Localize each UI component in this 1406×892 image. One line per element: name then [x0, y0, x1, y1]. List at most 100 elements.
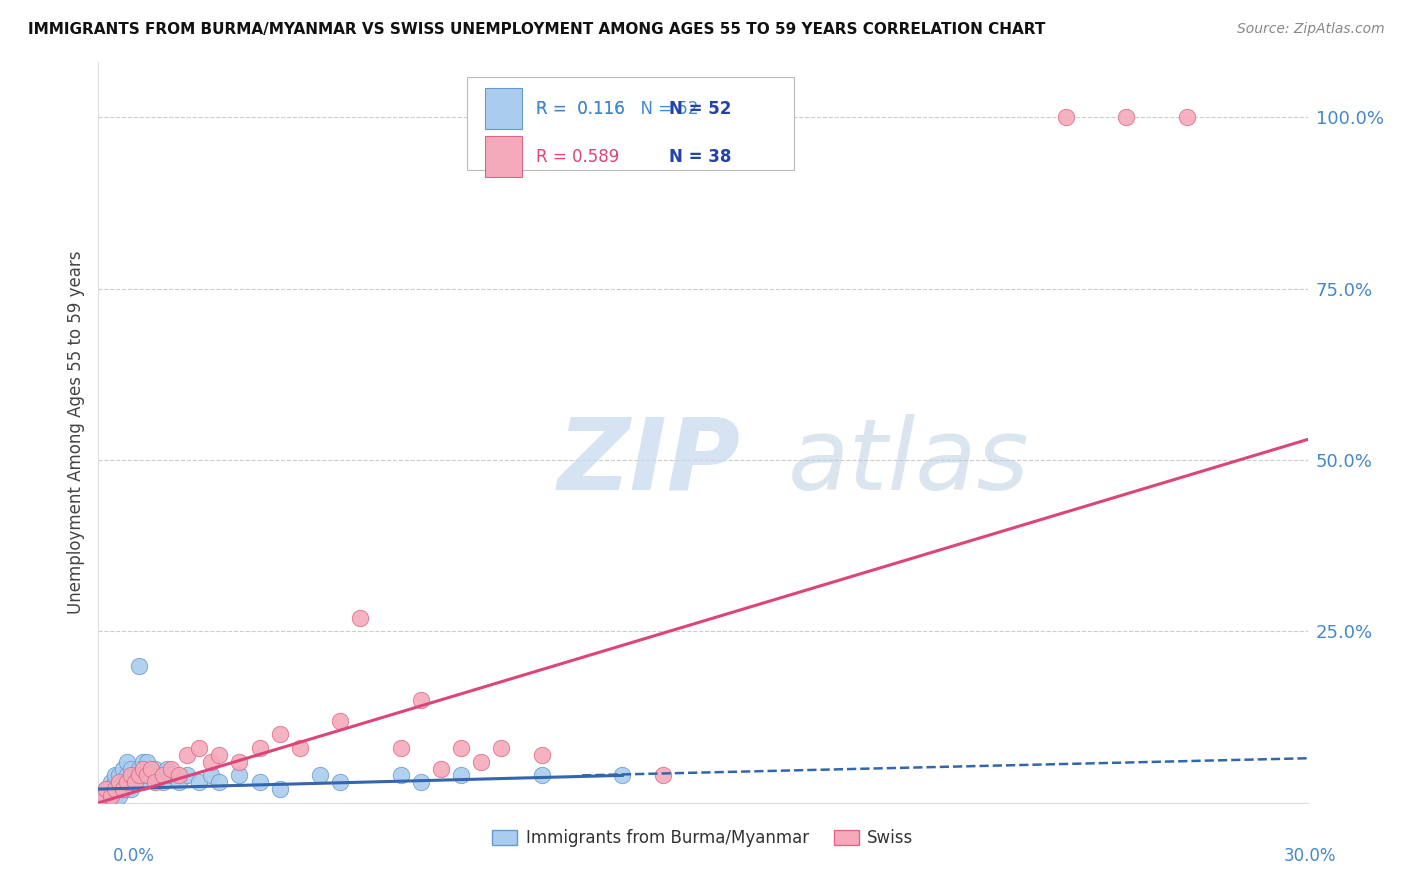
- Point: [152, 768, 174, 782]
- Point: [176, 768, 198, 782]
- Point: [135, 755, 157, 769]
- Point: [100, 775, 122, 789]
- Point: [188, 775, 211, 789]
- Point: [124, 768, 146, 782]
- Point: [160, 762, 183, 776]
- Point: [132, 775, 155, 789]
- Point: [143, 775, 166, 789]
- Point: [96, 782, 118, 797]
- Point: [228, 755, 250, 769]
- Point: [124, 775, 146, 789]
- Text: R =  0.116: R = 0.116: [536, 100, 624, 118]
- Point: [148, 768, 170, 782]
- Text: 0.0%: 0.0%: [112, 847, 155, 865]
- Point: [120, 762, 142, 776]
- Text: Source: ZipAtlas.com: Source: ZipAtlas.com: [1237, 22, 1385, 37]
- Point: [115, 775, 138, 789]
- Point: [409, 775, 432, 789]
- Point: [128, 762, 150, 776]
- Text: N = 38: N = 38: [669, 148, 731, 166]
- Point: [107, 768, 129, 782]
- Point: [103, 782, 125, 797]
- Point: [530, 768, 553, 782]
- Point: [132, 755, 155, 769]
- Point: [120, 775, 142, 789]
- Point: [139, 768, 162, 782]
- Text: N = 52: N = 52: [669, 100, 731, 118]
- Point: [128, 768, 150, 782]
- Point: [249, 775, 271, 789]
- Point: [103, 775, 125, 789]
- Text: ZIP: ZIP: [558, 414, 741, 511]
- Point: [100, 782, 122, 797]
- Point: [1054, 110, 1077, 124]
- Point: [349, 610, 371, 624]
- Point: [91, 789, 114, 803]
- Point: [107, 775, 129, 789]
- Point: [200, 768, 222, 782]
- FancyBboxPatch shape: [485, 136, 522, 178]
- FancyBboxPatch shape: [485, 88, 522, 129]
- Point: [100, 789, 122, 803]
- Text: atlas: atlas: [787, 414, 1029, 511]
- Point: [152, 775, 174, 789]
- Point: [96, 782, 118, 797]
- Point: [530, 747, 553, 762]
- Point: [107, 782, 129, 797]
- Point: [208, 775, 231, 789]
- Text: 30.0%: 30.0%: [1284, 847, 1336, 865]
- Point: [115, 768, 138, 782]
- Point: [612, 768, 634, 782]
- Point: [103, 782, 125, 797]
- Point: [103, 768, 125, 782]
- Point: [176, 747, 198, 762]
- Text: R =  0.116   N = 52: R = 0.116 N = 52: [536, 100, 699, 118]
- Point: [1115, 110, 1137, 124]
- Point: [128, 658, 150, 673]
- Point: [156, 762, 179, 776]
- Point: [111, 782, 134, 797]
- Point: [96, 789, 118, 803]
- Point: [329, 775, 352, 789]
- Point: [128, 775, 150, 789]
- Point: [450, 741, 472, 756]
- Point: [288, 741, 311, 756]
- Point: [249, 741, 271, 756]
- Text: R = 0.589: R = 0.589: [536, 148, 620, 166]
- Point: [167, 775, 190, 789]
- Point: [470, 755, 492, 769]
- Point: [115, 755, 138, 769]
- Point: [111, 782, 134, 797]
- Point: [188, 741, 211, 756]
- Point: [228, 768, 250, 782]
- Point: [111, 775, 134, 789]
- Point: [91, 789, 114, 803]
- Point: [120, 768, 142, 782]
- Point: [269, 727, 291, 741]
- Point: [269, 782, 291, 797]
- Text: IMMIGRANTS FROM BURMA/MYANMAR VS SWISS UNEMPLOYMENT AMONG AGES 55 TO 59 YEARS CO: IMMIGRANTS FROM BURMA/MYANMAR VS SWISS U…: [28, 22, 1046, 37]
- Point: [139, 762, 162, 776]
- Point: [389, 741, 412, 756]
- Point: [143, 762, 166, 776]
- Point: [124, 775, 146, 789]
- Point: [107, 775, 129, 789]
- Y-axis label: Unemployment Among Ages 55 to 59 years: Unemployment Among Ages 55 to 59 years: [66, 251, 84, 615]
- Point: [135, 768, 157, 782]
- Point: [389, 768, 412, 782]
- Point: [329, 714, 352, 728]
- Point: [160, 768, 183, 782]
- Point: [1175, 110, 1198, 124]
- Point: [107, 789, 129, 803]
- Point: [132, 762, 155, 776]
- Point: [450, 768, 472, 782]
- Point: [120, 782, 142, 797]
- Point: [167, 768, 190, 782]
- Point: [100, 789, 122, 803]
- Point: [409, 693, 432, 707]
- Legend: Immigrants from Burma/Myanmar, Swiss: Immigrants from Burma/Myanmar, Swiss: [486, 822, 920, 854]
- Point: [208, 747, 231, 762]
- Point: [491, 741, 513, 756]
- Point: [651, 768, 673, 782]
- Point: [200, 755, 222, 769]
